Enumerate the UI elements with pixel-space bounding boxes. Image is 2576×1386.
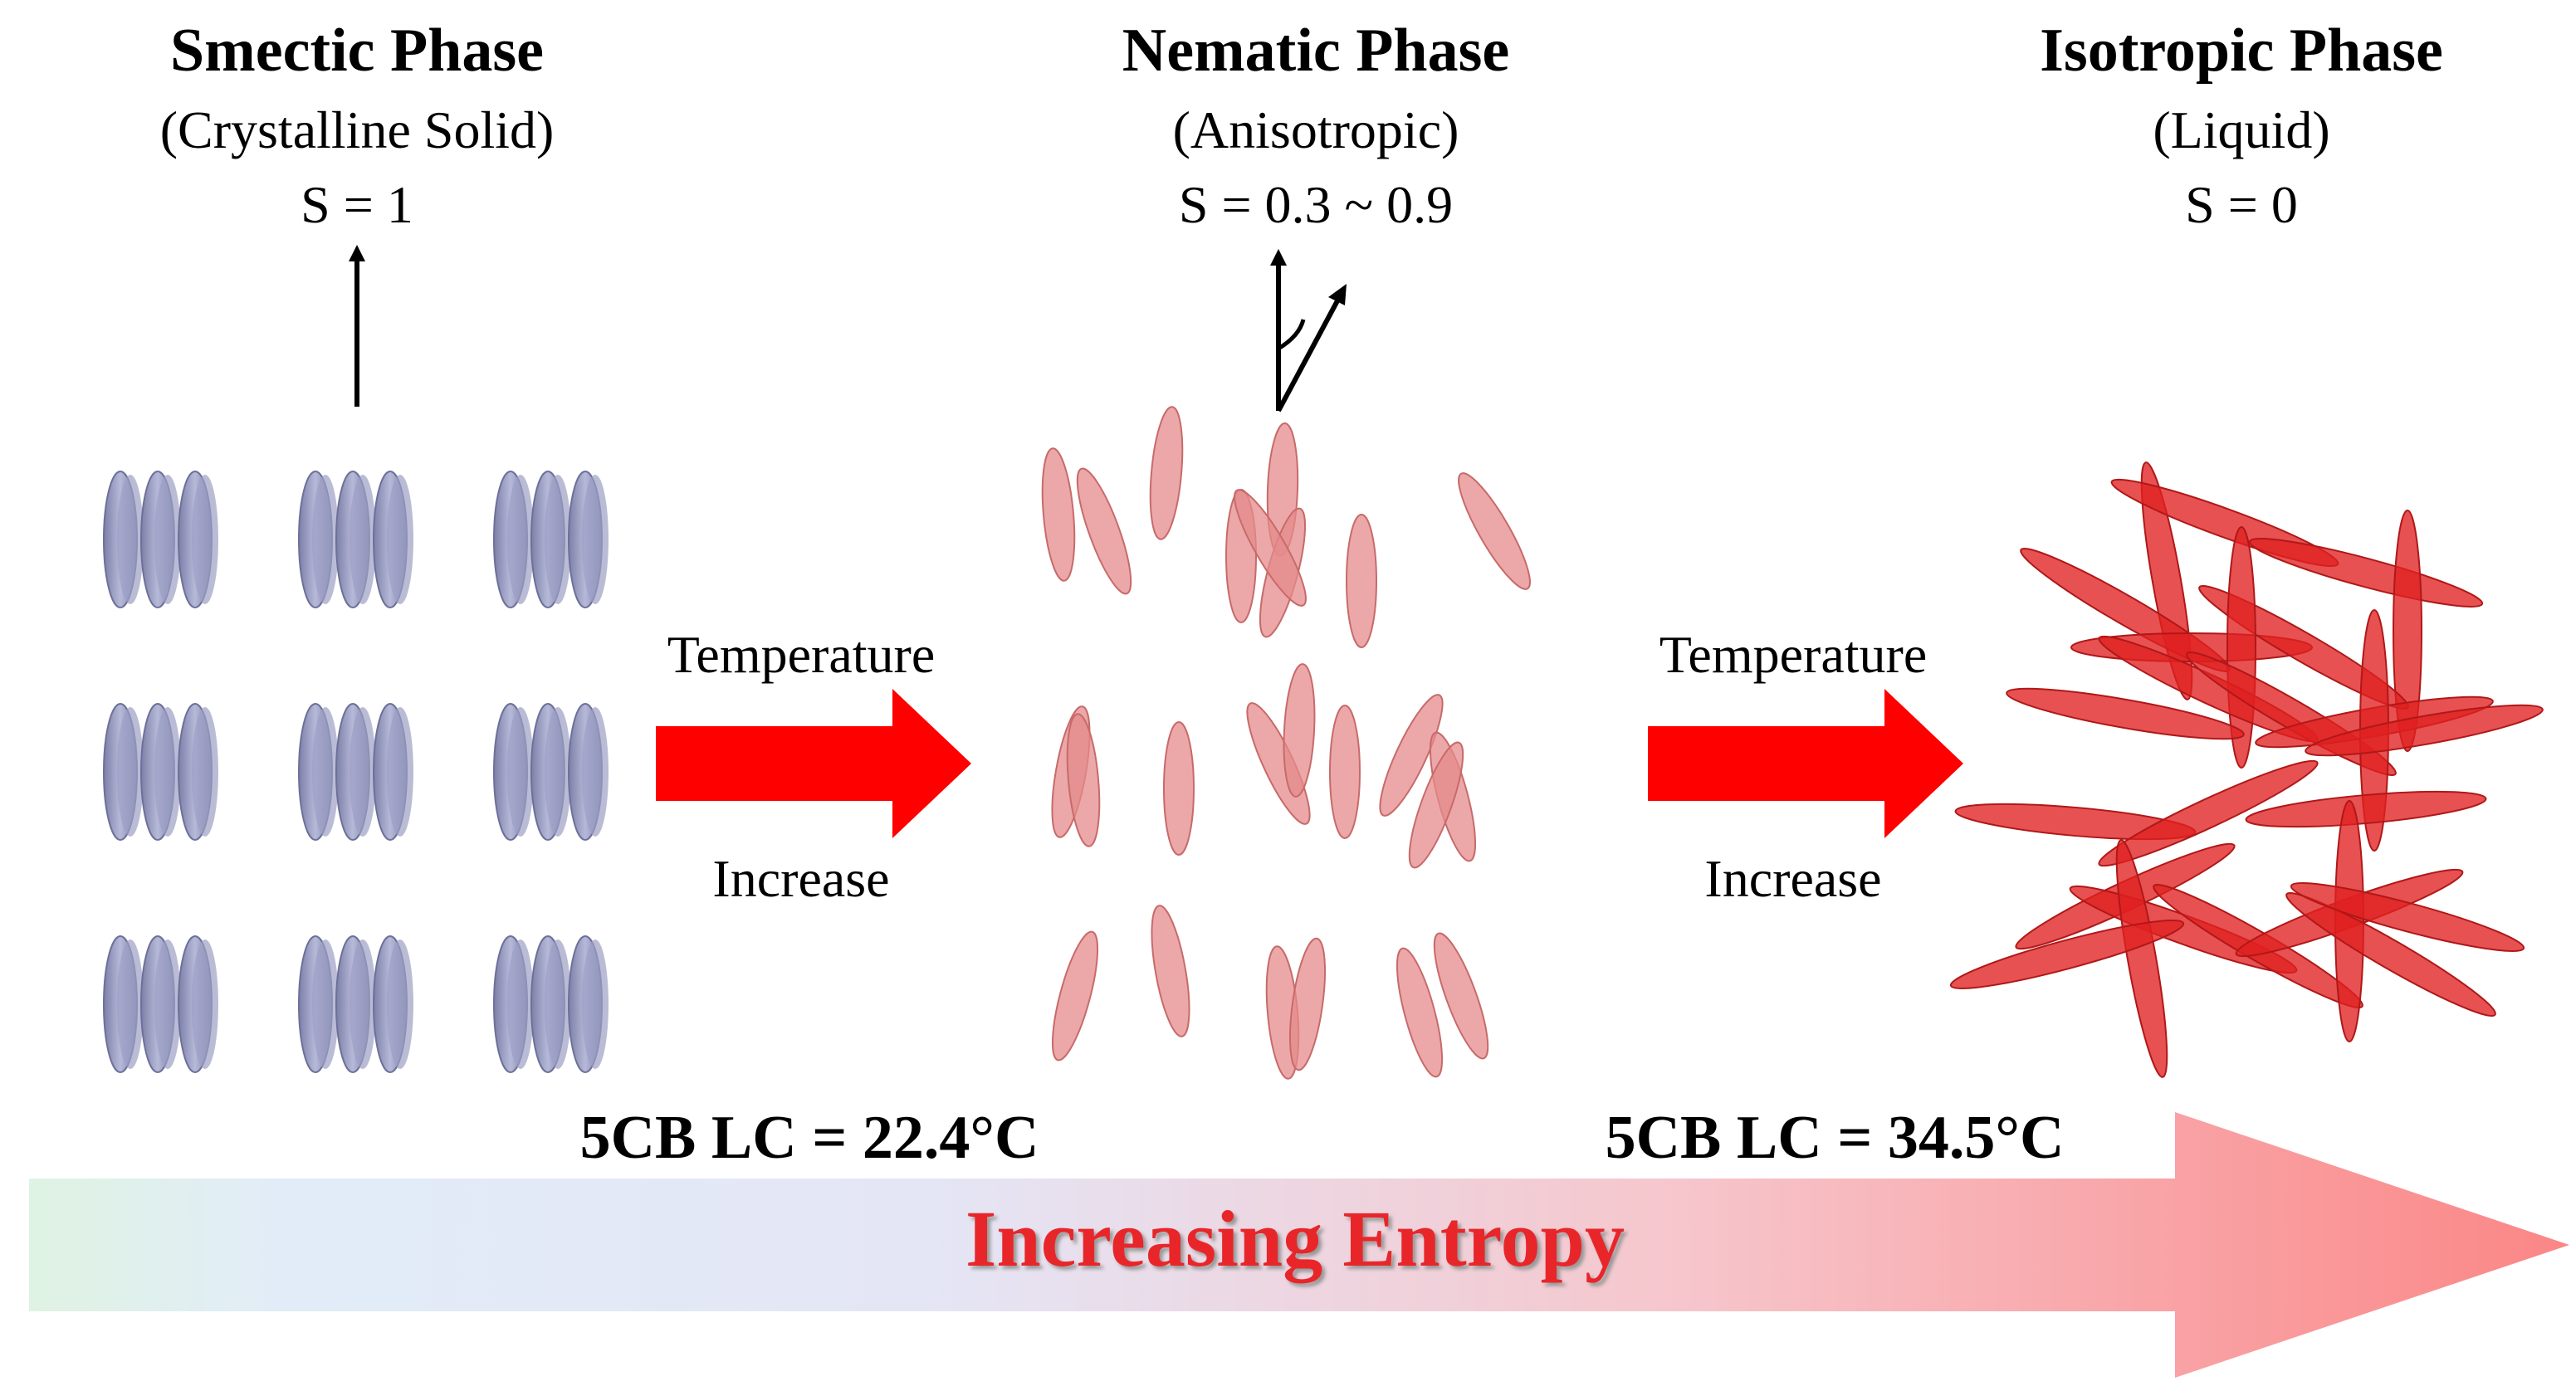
molecule xyxy=(507,707,534,837)
molecule xyxy=(1151,905,1190,1037)
molecule xyxy=(349,475,376,604)
transition-point: 5CB LC = 34.5°C xyxy=(1606,1104,2065,1172)
molecule xyxy=(1149,406,1184,540)
entropy-arrow xyxy=(29,1112,2569,1378)
molecule xyxy=(545,939,571,1069)
order-parameter: S = 0 xyxy=(2185,175,2298,234)
molecule xyxy=(1949,920,2185,989)
molecule xyxy=(1066,713,1101,847)
molecule xyxy=(1051,930,1099,1061)
entropy-label: Increasing Entropy xyxy=(965,1194,1625,1283)
phase-title: Nematic Phase xyxy=(1122,17,1509,85)
molecule xyxy=(1408,741,1464,869)
molecule xyxy=(582,707,609,837)
molecule xyxy=(1346,514,1377,648)
molecule xyxy=(192,939,218,1069)
molecule xyxy=(545,475,571,604)
molecule xyxy=(387,707,413,837)
molecule xyxy=(117,475,144,604)
molecule xyxy=(312,475,339,604)
transition-bottom: Increase xyxy=(1704,849,1881,908)
molecule xyxy=(117,707,144,837)
molecule xyxy=(507,475,534,604)
phase-subtitle: (Liquid) xyxy=(2153,100,2329,159)
angle-arc xyxy=(1277,319,1306,351)
molecule xyxy=(1234,489,1307,607)
molecule xyxy=(192,475,218,604)
molecule xyxy=(582,939,609,1069)
molecule xyxy=(1163,721,1195,856)
molecule xyxy=(1041,447,1076,582)
molecule xyxy=(2006,687,2245,740)
molecule xyxy=(2305,704,2544,757)
molecule xyxy=(1283,663,1316,798)
molecule xyxy=(387,475,413,604)
molecule xyxy=(2115,839,2168,1078)
phase-subtitle: (Crystalline Solid) xyxy=(160,100,555,159)
molecule xyxy=(117,939,144,1069)
molecule xyxy=(349,707,376,837)
transition-top: Temperature xyxy=(1659,625,1927,684)
molecule xyxy=(312,707,339,837)
red-arrow xyxy=(1648,689,1963,838)
red-arrow xyxy=(656,689,971,838)
molecule xyxy=(1458,472,1531,590)
molecule xyxy=(1433,932,1489,1060)
molecule xyxy=(1396,947,1444,1078)
molecule xyxy=(1379,694,1444,817)
phase-title: Smectic Phase xyxy=(170,17,544,85)
molecule xyxy=(2248,538,2484,608)
molecule xyxy=(582,475,609,604)
molecule xyxy=(387,939,413,1069)
molecule xyxy=(2285,892,2496,1017)
transition-top: Temperature xyxy=(667,625,935,684)
molecule xyxy=(312,939,339,1069)
molecule xyxy=(2098,759,2319,867)
molecule xyxy=(154,475,181,604)
molecule xyxy=(192,707,218,837)
molecule xyxy=(507,939,534,1069)
molecule xyxy=(349,939,376,1069)
molecule xyxy=(2393,510,2422,752)
order-parameter: S = 0.3 ~ 0.9 xyxy=(1179,175,1453,234)
molecule xyxy=(2245,790,2487,828)
molecule xyxy=(545,707,571,837)
tilted-arrow xyxy=(1276,293,1343,412)
molecule xyxy=(154,707,181,837)
transition-point: 5CB LC = 22.4°C xyxy=(580,1104,1039,1172)
transition-bottom: Increase xyxy=(712,849,889,908)
phase-subtitle: (Anisotropic) xyxy=(1173,100,1459,159)
molecule xyxy=(2290,882,2525,952)
molecule xyxy=(154,939,181,1069)
molecule xyxy=(1329,705,1361,839)
phase-title: Isotropic Phase xyxy=(2040,17,2443,85)
order-parameter: S = 1 xyxy=(301,175,413,234)
molecule xyxy=(1076,467,1132,595)
molecule xyxy=(1288,937,1327,1071)
